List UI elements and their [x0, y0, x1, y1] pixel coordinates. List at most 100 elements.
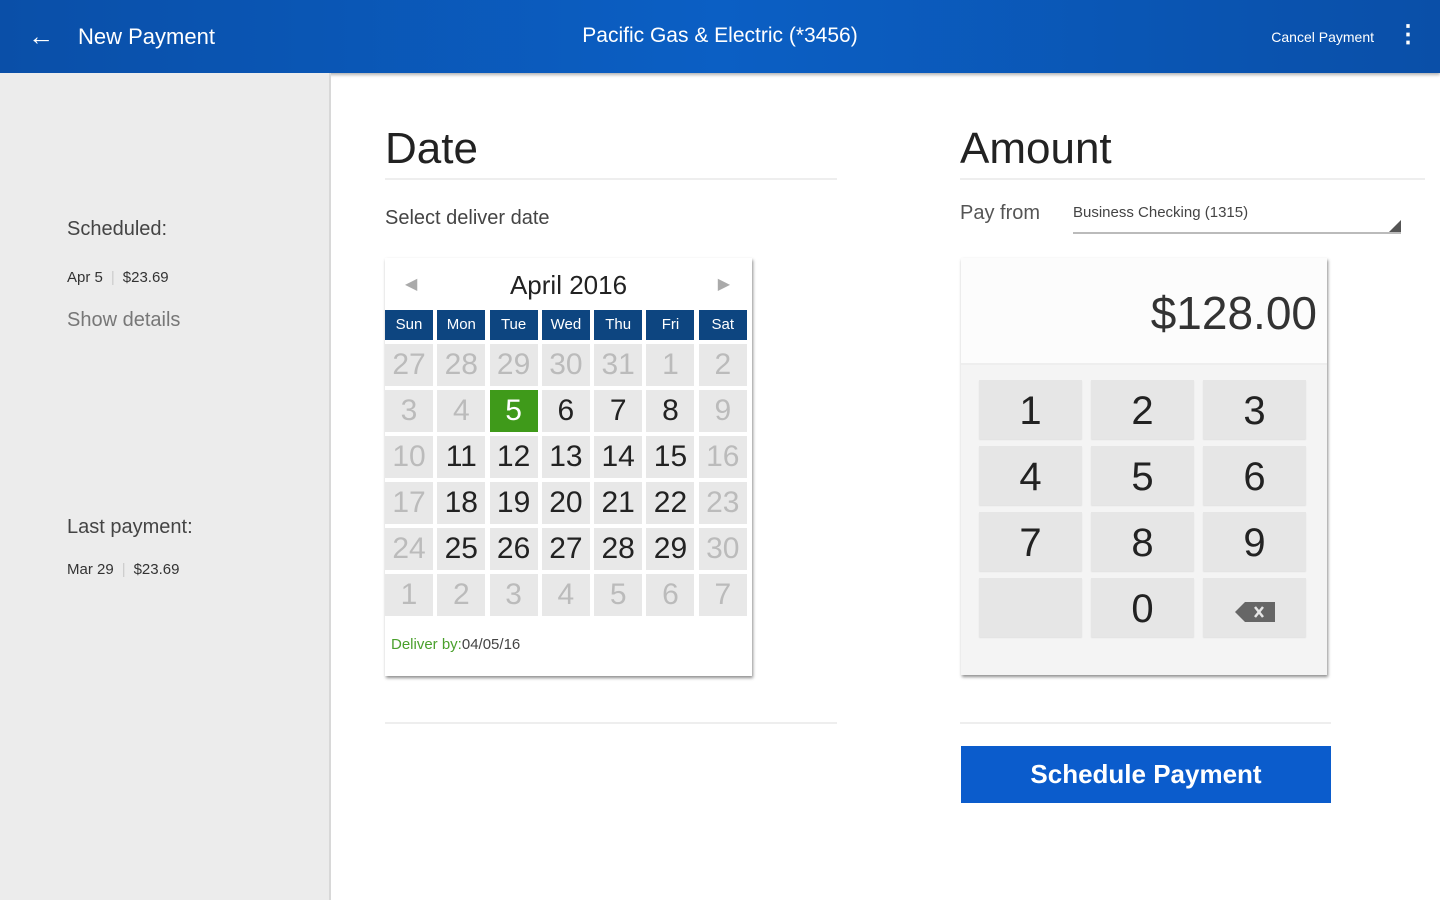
- last-payment-amount: $23.69: [133, 561, 180, 578]
- pay-from-label: Pay from: [960, 202, 1041, 224]
- key-5[interactable]: 5: [1091, 446, 1194, 505]
- calendar-day[interactable]: 29: [646, 528, 695, 570]
- calendar-day[interactable]: 3: [385, 390, 433, 432]
- deliver-by-label: Deliver by:: [391, 636, 462, 653]
- calendar-day[interactable]: 25: [437, 528, 486, 570]
- last-payment-date: Mar 29: [67, 561, 114, 578]
- calendar-day[interactable]: 9: [698, 390, 747, 432]
- calendar-day[interactable]: 23: [698, 482, 747, 524]
- calendar-day[interactable]: 15: [646, 436, 695, 478]
- calendar-day[interactable]: 22: [646, 482, 695, 524]
- last-payment-info: Mar 29 | $23.69: [67, 561, 179, 578]
- calendar-day[interactable]: 30: [698, 528, 747, 570]
- pay-from-value: Business Checking (1315): [1073, 204, 1249, 221]
- calendar-day[interactable]: 27: [385, 344, 433, 386]
- weekday-header: Mon: [437, 310, 486, 340]
- date-heading: Date: [385, 124, 478, 173]
- calendar-day[interactable]: 21: [594, 482, 643, 524]
- calendar-day[interactable]: 18: [437, 482, 486, 524]
- schedule-payment-button[interactable]: Schedule Payment: [961, 746, 1331, 803]
- select-date-label: Select deliver date: [385, 207, 550, 229]
- calendar-month: April 2016: [509, 270, 628, 300]
- key-4[interactable]: 4: [979, 446, 1082, 505]
- calendar-day[interactable]: 8: [646, 390, 695, 432]
- key-9[interactable]: 9: [1203, 512, 1306, 571]
- calendar-day[interactable]: 5: [594, 574, 643, 616]
- calendar-day[interactable]: 26: [489, 528, 538, 570]
- calendar-day[interactable]: 2: [698, 344, 747, 386]
- calendar-day[interactable]: 1: [646, 344, 695, 386]
- amount-heading: Amount: [960, 124, 1112, 173]
- show-details-link[interactable]: Show details: [67, 309, 181, 331]
- pay-from-select[interactable]: Business Checking (1315): [1073, 204, 1401, 234]
- weekday-header: Fri: [646, 310, 695, 340]
- calendar-day[interactable]: 7: [698, 574, 747, 616]
- calendar-day[interactable]: 11: [437, 436, 486, 478]
- divider: |: [121, 561, 126, 578]
- calendar-day[interactable]: 28: [437, 344, 486, 386]
- blank-key[interactable]: [979, 578, 1082, 637]
- scheduled-date: Apr 5: [67, 269, 103, 286]
- backspace-key[interactable]: [1203, 578, 1306, 637]
- calendar-day[interactable]: 13: [541, 436, 590, 478]
- more-vertical-icon[interactable]: ⋮: [1396, 21, 1420, 48]
- weekday-header: Thu: [594, 310, 643, 340]
- calendar-day[interactable]: 27: [541, 528, 590, 570]
- key-3[interactable]: 3: [1203, 380, 1306, 439]
- divider: [960, 178, 1425, 180]
- key-6[interactable]: 6: [1203, 446, 1306, 505]
- dropdown-triangle-icon: [1389, 220, 1401, 232]
- weekday-header: Sat: [698, 310, 747, 340]
- calendar-day-selected[interactable]: 5: [489, 390, 538, 432]
- arrow-left-icon[interactable]: ←: [28, 21, 54, 51]
- calendar-day[interactable]: 1: [385, 574, 433, 616]
- triangle-right-icon[interactable]: ▶: [717, 276, 730, 293]
- calendar-day[interactable]: 28: [594, 528, 643, 570]
- divider: [385, 722, 837, 724]
- key-0[interactable]: 0: [1091, 578, 1194, 637]
- last-payment-label: Last payment:: [67, 516, 193, 538]
- backspace-icon: [1234, 602, 1275, 622]
- divider: |: [110, 269, 115, 286]
- weekday-header: Wed: [541, 310, 590, 340]
- scheduled-amount: $23.69: [122, 269, 169, 286]
- key-2[interactable]: 2: [1091, 380, 1194, 439]
- calendar-day[interactable]: 10: [385, 436, 433, 478]
- calendar-grid: Sun Mon Tue Wed Thu Fri Sat 27 28 29 30 31 1 2 3 4 5 6 7 8 9…: [385, 310, 747, 616]
- divider: [385, 178, 837, 180]
- calendar-day[interactable]: 4: [541, 574, 590, 616]
- key-1[interactable]: 1: [979, 380, 1082, 439]
- scheduled-label: Scheduled:: [67, 218, 168, 240]
- triangle-left-icon[interactable]: ◀: [405, 276, 418, 293]
- calendar-day[interactable]: 31: [594, 344, 643, 386]
- scheduled-info: Apr 5 | $23.69: [67, 269, 169, 286]
- calendar-day[interactable]: 16: [698, 436, 747, 478]
- calendar-day[interactable]: 7: [594, 390, 643, 432]
- calendar-day[interactable]: 12: [489, 436, 538, 478]
- weekday-header: Sun: [385, 310, 433, 340]
- key-8[interactable]: 8: [1091, 512, 1194, 571]
- key-7[interactable]: 7: [979, 512, 1082, 571]
- calendar-day[interactable]: 19: [489, 482, 538, 524]
- calendar-day[interactable]: 3: [489, 574, 538, 616]
- calendar-day[interactable]: 30: [541, 344, 590, 386]
- calendar-day[interactable]: 29: [489, 344, 538, 386]
- calendar-day[interactable]: 20: [541, 482, 590, 524]
- sidebar: Scheduled: Apr 5 | $23.69 Show details Las…: [0, 73, 331, 900]
- payee-title: Pacific Gas & Electric (*3456): [582, 24, 858, 47]
- calendar-day[interactable]: 6: [646, 574, 695, 616]
- calendar-day[interactable]: 2: [437, 574, 486, 616]
- deliver-by-date: 04/05/16: [461, 636, 521, 653]
- cancel-payment-button[interactable]: Cancel Payment: [1271, 29, 1374, 45]
- deliver-by: Deliver by:04/05/16: [391, 636, 520, 653]
- calendar: ◀ April 2016 ▶ Sun Mon Tue Wed Thu Fri Sat 27 28…: [385, 258, 752, 676]
- calendar-day[interactable]: 4: [437, 390, 486, 432]
- calendar-day[interactable]: 17: [385, 482, 433, 524]
- calendar-day[interactable]: 24: [385, 528, 433, 570]
- divider: [960, 722, 1331, 724]
- calendar-day[interactable]: 14: [594, 436, 643, 478]
- calendar-day[interactable]: 6: [541, 390, 590, 432]
- page-title: New Payment: [78, 24, 215, 49]
